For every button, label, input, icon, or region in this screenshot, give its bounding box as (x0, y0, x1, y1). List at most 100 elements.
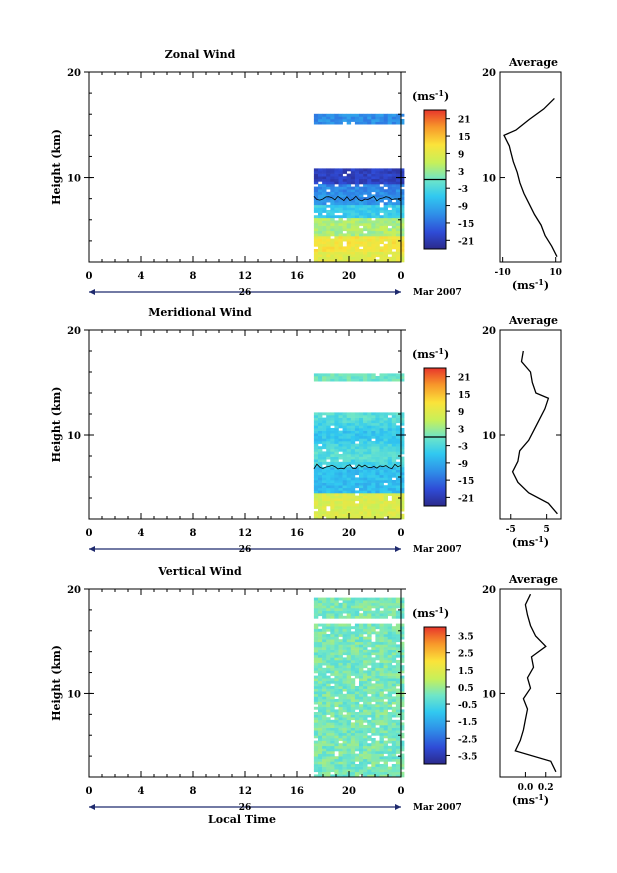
heat-cell (367, 774, 372, 778)
heat-cell (318, 223, 323, 226)
colorbar-tick-label: 21 (458, 374, 471, 384)
heat-cell (346, 467, 352, 470)
heat-cell (371, 472, 376, 476)
heat-cell (334, 667, 339, 671)
heat-cell (391, 181, 397, 185)
heat-cell (379, 719, 384, 723)
heat-cell (383, 495, 388, 499)
heat-cell (371, 443, 376, 447)
heat-cell (375, 691, 380, 695)
heat-cell (387, 688, 393, 692)
heat-cell (318, 215, 323, 219)
heat-cell (338, 647, 343, 650)
heat-cell (338, 727, 343, 731)
heat-cell (350, 451, 356, 455)
heat-cell (363, 373, 368, 377)
heat-cell (387, 725, 393, 728)
heat-cell (334, 516, 339, 520)
heat-cell (395, 482, 401, 486)
heat-cell (330, 503, 335, 507)
heat-cell (359, 119, 364, 122)
heat-cell (375, 696, 380, 700)
heat-cell (313, 233, 319, 237)
heat-cell (313, 610, 319, 614)
heat-cell (322, 613, 327, 617)
heat-cell (363, 657, 368, 661)
heat-cell (350, 202, 356, 206)
heat-cell (346, 456, 352, 460)
heat-cell (359, 443, 364, 447)
heat-cell (383, 433, 388, 437)
heat-cell (330, 751, 335, 754)
heat-cell (322, 259, 327, 263)
heat-cell (383, 446, 388, 450)
heat-cell (379, 712, 384, 715)
heat-cell (395, 472, 401, 476)
heat-cell (395, 675, 401, 679)
heat-cell (387, 699, 393, 702)
heat-cell (326, 610, 331, 614)
heat-cell (346, 225, 352, 229)
heat-cell (338, 771, 343, 775)
heat-cell (338, 654, 343, 658)
heat-cell (338, 605, 343, 609)
heat-cell (400, 435, 405, 439)
heat-cell (387, 735, 393, 739)
heat-cell (313, 474, 319, 478)
heat-cell (379, 696, 384, 700)
heat-cell (383, 717, 388, 721)
heat-cell (338, 686, 343, 689)
heat-cell (391, 189, 397, 193)
heat-cell (346, 652, 352, 656)
heat-cell (379, 657, 384, 661)
heat-cell (379, 446, 384, 450)
heat-cell (400, 732, 405, 736)
heat-cell (387, 178, 393, 182)
heat-cell (367, 467, 372, 470)
heat-cell (367, 743, 372, 747)
heat-cell (387, 758, 393, 762)
heat-cell (338, 738, 343, 741)
heat-cell (313, 480, 319, 483)
heat-cell (334, 474, 339, 478)
heat-cell (313, 513, 319, 517)
heat-cell (367, 373, 372, 377)
heat-cell (334, 448, 339, 452)
heat-cell (379, 430, 384, 434)
heat-cell (363, 610, 368, 614)
heat-cell (375, 493, 380, 496)
heat-cell (334, 199, 339, 203)
colorbar-tick-label: 3.5 (458, 633, 474, 643)
heat-cell (318, 490, 323, 494)
heat-cell (375, 485, 380, 489)
heat-cell (391, 412, 397, 416)
heat-cell (346, 712, 352, 715)
heat-cell (322, 430, 327, 434)
heat-cell (383, 243, 388, 247)
heat-cell (379, 745, 384, 749)
heat-cell (354, 600, 360, 604)
heat-cell (363, 441, 368, 444)
heat-cell (400, 605, 405, 609)
colorbar-tick-label: 9 (458, 408, 464, 418)
heat-cell (400, 626, 405, 630)
heat-cell (313, 223, 319, 226)
heat-cell (367, 254, 372, 258)
heat-cell (326, 615, 331, 619)
heat-cell (379, 425, 384, 429)
heat-cell (334, 422, 339, 426)
heat-cell (395, 751, 401, 754)
heat-cell (322, 113, 327, 117)
heat-cell (322, 735, 327, 739)
profile-frame (499, 329, 562, 520)
heat-cell (346, 472, 352, 476)
heat-cell (359, 191, 364, 195)
heat-cell (326, 771, 331, 775)
heat-cell (391, 732, 397, 736)
heat-cell (318, 597, 323, 601)
heat-cell (375, 254, 380, 258)
heat-cell (383, 688, 388, 692)
heat-cell (330, 670, 335, 674)
heat-cell (346, 722, 352, 726)
heat-cell (322, 220, 327, 224)
